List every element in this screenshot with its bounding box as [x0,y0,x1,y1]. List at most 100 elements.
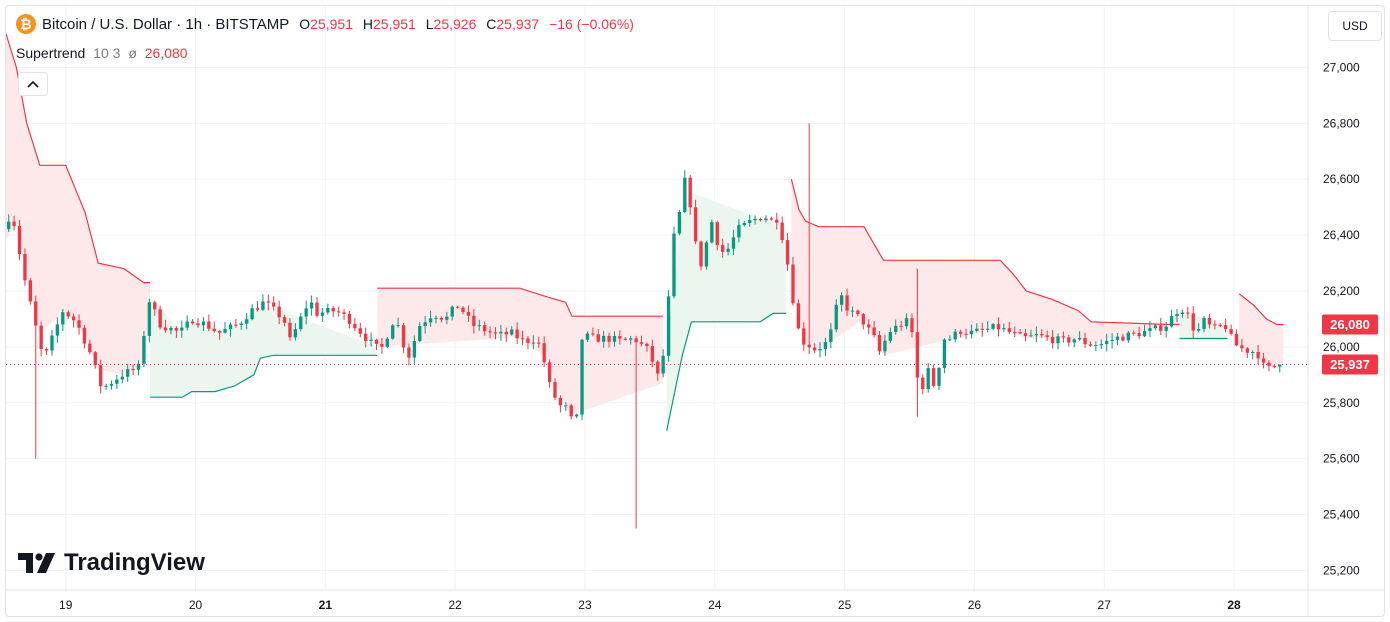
candle-body [618,336,622,339]
candle-body [1126,332,1130,341]
y-tick-label: 27,000 [1323,60,1360,74]
ohlc-values: O25,951 H25,951 L25,926 C25,937 −16 (−0.… [299,16,640,32]
candle-body [1121,336,1125,341]
supertrend-up-line [150,354,378,398]
candle-body [98,365,103,387]
candle-body [136,363,141,370]
indicator-value: 26,080 [144,45,188,61]
x-tick-label: 24 [708,598,722,612]
candle-body [942,339,947,368]
candle-body [715,222,719,246]
candle-body [358,328,362,334]
candle-body [1099,344,1103,346]
candle-body [904,318,909,327]
candle-body [482,325,487,332]
bitcoin-icon: ₿ [16,14,36,34]
candle-body [147,302,152,336]
currency-button[interactable]: USD [1328,11,1382,41]
candle-body [163,327,168,331]
symbol-title[interactable]: Bitcoin / U.S. Dollar · 1h · BITSTAMP [42,15,290,33]
candle-body [731,237,736,249]
candle-body [71,316,76,321]
candle-body [867,324,871,328]
candle-body [829,329,833,343]
candle-body [991,324,995,329]
candle-body [44,349,49,351]
candle-body [796,303,801,329]
candle-body [1077,337,1082,340]
candle-body [650,346,655,362]
candle-body [693,207,698,242]
close-key: C [486,16,497,32]
y-tick-label: 25,600 [1323,452,1360,466]
supertrend-up-fill [666,192,787,431]
candle-body [726,248,730,252]
candle-body [1002,328,1006,330]
candle-body [1067,337,1071,343]
candle-body [948,339,952,341]
collapse-legend-button[interactable] [18,72,48,96]
candle-body [185,321,189,328]
candle-body [661,355,665,374]
candle-body [823,342,828,350]
high-value: 25,951 [373,16,416,32]
close-value: 25,937 [496,16,540,32]
candle-body [758,219,763,221]
candle-body [50,335,54,351]
change-value: −16 (−0.06%) [549,16,634,32]
indicator-legend[interactable]: Supertrend 10 3 ø 26,080 [16,45,188,61]
candle-body [174,327,179,331]
candle-body [466,311,471,316]
x-tick-label: 19 [59,598,73,612]
candle-body [266,301,271,303]
high-key: H [362,16,374,32]
candle-body [1110,339,1114,341]
supertrend-down-line [1238,293,1284,326]
indicator-symbol: ø [128,45,137,61]
candle-body [1213,324,1217,326]
candle-body [547,362,552,382]
candle-body [369,339,373,341]
candle-body [542,343,546,363]
candle-body [937,367,941,386]
candle-body [336,311,341,313]
supertrend-down-fill [377,288,663,415]
candle-body [921,377,925,390]
candle-body [347,313,352,324]
candle-body [1251,352,1255,354]
candle-body [1278,364,1282,367]
candle-body [1240,345,1244,349]
candle-body [445,316,449,320]
candle-body [1256,352,1260,359]
candle-body [537,342,541,344]
candle-body [131,369,135,371]
candle-body [439,317,444,320]
candle-body [109,383,114,386]
candle-body [1040,334,1044,336]
candle-body [493,332,498,334]
candle-body [153,302,157,310]
candle-body [17,225,22,255]
candle-body [39,325,43,350]
candle-body [223,329,227,333]
candle-body [850,310,855,312]
candle-body [753,219,757,221]
candle-body [591,333,595,335]
candle-body [277,306,281,318]
candle-body [299,316,303,330]
candle-body [412,340,417,358]
open-value: 25,951 [310,16,353,32]
supertrend-down-line [377,287,663,317]
candle-body [699,241,703,267]
x-tick-label: 21 [319,598,333,612]
price-chart[interactable]: 25,200 25,400 25,600 25,800 26,000 26,200 26,4… [6,6,1384,616]
candle-body [931,368,936,386]
logo-text: TradingView [64,549,205,576]
candle-body [374,339,379,344]
candle-body [1164,326,1168,331]
candle-body [1056,336,1060,344]
candle-body [196,323,200,326]
candle-body [520,338,525,340]
candle-body [342,312,346,314]
candle-body [217,331,222,333]
